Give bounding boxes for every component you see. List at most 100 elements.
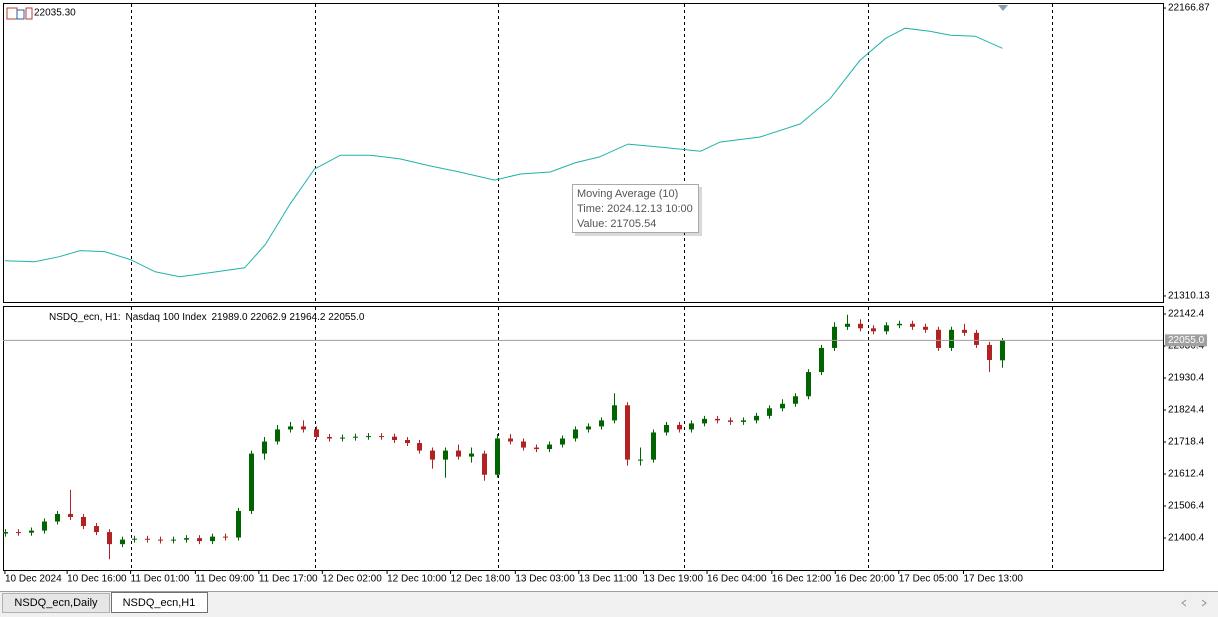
candle-body bbox=[417, 443, 422, 451]
candle-body bbox=[780, 403, 785, 409]
candle-body bbox=[262, 441, 267, 454]
high: 22062.9 bbox=[250, 312, 287, 323]
x-tick-label: 11 Dec 01:00 bbox=[131, 574, 190, 585]
candle-body bbox=[171, 539, 176, 541]
x-tick-label: 17 Dec 05:00 bbox=[899, 574, 959, 585]
tab-box[interactable] bbox=[2, 593, 110, 613]
symbol: NSDQ_ecn, H1: bbox=[49, 312, 121, 323]
candle-body bbox=[29, 530, 34, 533]
candle-body bbox=[715, 418, 720, 421]
close: 22055.0 bbox=[328, 312, 365, 323]
candle-body bbox=[210, 536, 215, 542]
candle-body bbox=[197, 538, 202, 542]
candle-body bbox=[1000, 340, 1005, 361]
candle-body bbox=[612, 405, 617, 421]
candle-body bbox=[16, 532, 21, 534]
candle-body bbox=[236, 510, 241, 538]
candle-body bbox=[379, 436, 384, 438]
tooltip-title: Moving Average (10) bbox=[577, 188, 678, 200]
y-tick-label: 21824.4 bbox=[1168, 405, 1205, 416]
indicator-value: 22035.30 bbox=[34, 8, 76, 19]
x-tick-label: 16 Dec 04:00 bbox=[707, 574, 767, 585]
description: Nasdaq 100 Index bbox=[125, 312, 206, 323]
candle-body bbox=[340, 437, 345, 439]
candle-body bbox=[68, 513, 73, 517]
indicator-icon bbox=[6, 7, 33, 20]
candle-body bbox=[962, 329, 967, 333]
shift-marker[interactable] bbox=[998, 5, 1008, 11]
last-price-box bbox=[1165, 334, 1207, 347]
plot-layer: 22166.8721310.1322142.422036.421930.4218… bbox=[3, 3, 1210, 585]
candle-body bbox=[508, 438, 513, 442]
candle-body bbox=[793, 396, 798, 404]
y-tick-label: 21506.4 bbox=[1168, 501, 1205, 512]
open: 21989.0 bbox=[211, 312, 248, 323]
candle-body bbox=[949, 329, 954, 348]
candle-body bbox=[495, 438, 500, 475]
scroll-left[interactable] bbox=[1181, 599, 1187, 607]
low: 21964.2 bbox=[289, 312, 326, 323]
candle-body bbox=[145, 538, 150, 540]
candle-body bbox=[767, 408, 772, 416]
x-tick-label: 13 Dec 11:00 bbox=[579, 574, 638, 585]
symbol-info: NSDQ_ecn, H1: Nasdaq 100 Index 21989.0 2… bbox=[49, 312, 365, 323]
moving-average-line bbox=[4, 27, 1003, 278]
candle-body bbox=[560, 438, 565, 445]
y-tick-label: 21718.4 bbox=[1168, 437, 1205, 448]
candle-body bbox=[275, 429, 280, 442]
tab-label[interactable]: NSDQ_ecn,Daily bbox=[14, 597, 98, 609]
candle-body bbox=[819, 347, 824, 373]
candle-body bbox=[806, 372, 811, 397]
candle-body bbox=[392, 436, 397, 441]
candle-body bbox=[430, 450, 435, 460]
tab-active[interactable]: NSDQ_ecn,H1 bbox=[111, 592, 208, 613]
tab-box[interactable] bbox=[111, 592, 208, 613]
candle-body bbox=[288, 426, 293, 430]
candle-body bbox=[94, 526, 99, 533]
candle-body bbox=[3, 532, 8, 534]
candle-body bbox=[884, 325, 889, 332]
candle-body bbox=[638, 459, 643, 461]
tooltip-box bbox=[572, 184, 699, 233]
x-tick-label: 11 Dec 09:00 bbox=[195, 574, 254, 585]
candle-body bbox=[689, 423, 694, 430]
candle-body bbox=[871, 328, 876, 332]
candle-body bbox=[469, 453, 474, 457]
tooltip-value: Value: 21705.54 bbox=[577, 218, 656, 230]
candle-body bbox=[625, 405, 630, 460]
candle-body bbox=[910, 323, 915, 327]
candle-body bbox=[974, 332, 979, 345]
candle-body bbox=[42, 521, 47, 531]
candle-body bbox=[443, 450, 448, 460]
tab[interactable]: NSDQ_ecn,Daily bbox=[2, 593, 110, 613]
tab-label[interactable]: NSDQ_ecn,H1 bbox=[123, 597, 196, 609]
price-pane bbox=[3, 306, 1164, 571]
candle-body bbox=[845, 323, 850, 327]
x-tick-label: 12 Dec 10:00 bbox=[387, 574, 447, 585]
x-tick-label: 12 Dec 18:00 bbox=[451, 574, 511, 585]
tooltip: Moving Average (10) Time: 2024.12.13 10:… bbox=[572, 184, 702, 236]
candle-body bbox=[249, 453, 254, 511]
x-tick-label: 16 Dec 12:00 bbox=[772, 574, 832, 585]
candle-body bbox=[677, 424, 682, 430]
candle-body bbox=[547, 444, 552, 450]
candle-body bbox=[664, 424, 669, 433]
x-tick-label: 10 Dec 16:00 bbox=[67, 574, 127, 585]
candle-body bbox=[923, 326, 928, 330]
candle-body bbox=[81, 516, 86, 527]
candle-body bbox=[521, 441, 526, 448]
candle-body bbox=[754, 415, 759, 421]
candle-body bbox=[327, 436, 332, 439]
y-tick-label: 21930.4 bbox=[1168, 373, 1205, 384]
candle-body bbox=[314, 429, 319, 437]
candle-body bbox=[586, 426, 591, 430]
y-tick-label: 21310.13 bbox=[1168, 291, 1210, 302]
x-tick-label: 13 Dec 03:00 bbox=[515, 574, 575, 585]
candle-body bbox=[728, 420, 733, 422]
last-price-label: 22055.0 bbox=[1168, 335, 1205, 346]
scroll-right[interactable] bbox=[1201, 599, 1207, 607]
candle-body bbox=[405, 440, 410, 444]
candle-body bbox=[832, 326, 837, 348]
